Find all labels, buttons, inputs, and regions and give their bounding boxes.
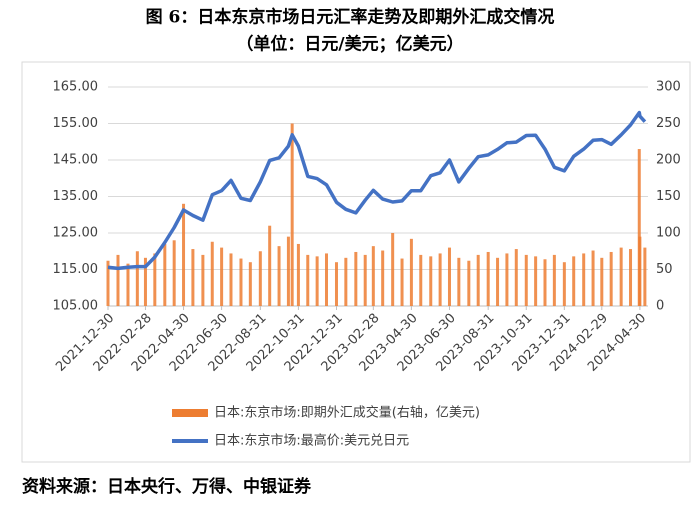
bar — [344, 257, 348, 306]
bar — [163, 243, 167, 306]
bar — [381, 250, 385, 306]
y-tick-label: 105.00 — [53, 299, 99, 314]
bar — [629, 249, 633, 306]
y2-tick-label: 200 — [656, 153, 681, 168]
bar — [400, 258, 404, 306]
bar — [534, 256, 538, 306]
chart-subtitle: （单位：日元/美元；亿美元） — [236, 34, 463, 55]
bar — [126, 263, 130, 306]
legend-label: 日本:东京市场:最高价:美元兑日元 — [214, 433, 409, 449]
bar — [191, 249, 195, 306]
bar — [429, 256, 433, 306]
y-tick-label: 115.00 — [53, 262, 99, 277]
y2-tick-label: 150 — [656, 189, 681, 204]
bar — [467, 260, 471, 306]
bar — [524, 254, 528, 306]
bar — [229, 253, 233, 306]
bar — [552, 254, 556, 306]
bar — [135, 251, 139, 306]
bar — [514, 249, 518, 306]
legend-swatch — [172, 409, 208, 417]
y2-tick-label: 50 — [656, 262, 673, 277]
bar — [457, 257, 461, 306]
bar — [286, 236, 290, 306]
bar — [354, 251, 358, 306]
bar — [172, 240, 176, 306]
source-note: 资料来源：日本央行、万得、中银证券 — [22, 476, 312, 497]
bar — [106, 260, 110, 306]
bar — [143, 257, 147, 306]
y-tick-label: 165.00 — [53, 80, 99, 95]
y2-tick-label: 0 — [656, 299, 664, 314]
legend-label: 日本:东京市场:即期外汇成交量(右轴，亿美元) — [214, 405, 480, 421]
bar — [201, 254, 205, 306]
bar — [268, 225, 272, 306]
y2-tick-label: 250 — [656, 116, 681, 131]
chart-title: 图 6：日本东京市场日元汇率走势及即期外汇成交情况 — [146, 7, 555, 28]
bar — [486, 251, 490, 306]
bar — [505, 253, 509, 306]
bar — [638, 236, 642, 306]
bar — [543, 259, 547, 306]
bar — [609, 251, 613, 306]
bar — [643, 247, 647, 306]
bar — [220, 247, 224, 306]
line — [107, 110, 647, 271]
bar — [334, 262, 338, 306]
bar — [562, 262, 566, 306]
chart-frame — [21, 61, 691, 463]
bar — [591, 250, 595, 306]
bar — [306, 254, 310, 306]
bar — [619, 247, 623, 306]
bar — [324, 253, 328, 306]
bar — [248, 262, 252, 306]
bar — [258, 251, 262, 306]
bar — [496, 257, 500, 306]
bar — [239, 258, 243, 306]
bar — [447, 247, 451, 306]
bar — [409, 238, 413, 306]
bar — [419, 254, 423, 306]
bar — [277, 246, 281, 306]
y-tick-label: 145.00 — [53, 153, 99, 168]
bar — [315, 256, 319, 306]
y2-tick-label: 100 — [656, 226, 681, 241]
y-tick-label: 135.00 — [53, 189, 99, 204]
bar — [391, 233, 395, 306]
y-tick-label: 155.00 — [53, 116, 99, 131]
y2-tick-label: 300 — [656, 80, 681, 95]
bar — [210, 241, 214, 306]
bar — [637, 149, 641, 306]
bar — [582, 253, 586, 306]
bar — [296, 243, 300, 306]
bar — [572, 256, 576, 306]
bar — [371, 246, 375, 306]
bar — [438, 253, 442, 306]
bar — [290, 123, 294, 306]
bar — [476, 254, 480, 306]
bar — [153, 253, 157, 306]
y-tick-label: 125.00 — [53, 226, 99, 241]
bar — [363, 254, 367, 306]
bar — [116, 254, 120, 306]
bar — [600, 257, 604, 306]
bar — [182, 203, 186, 306]
